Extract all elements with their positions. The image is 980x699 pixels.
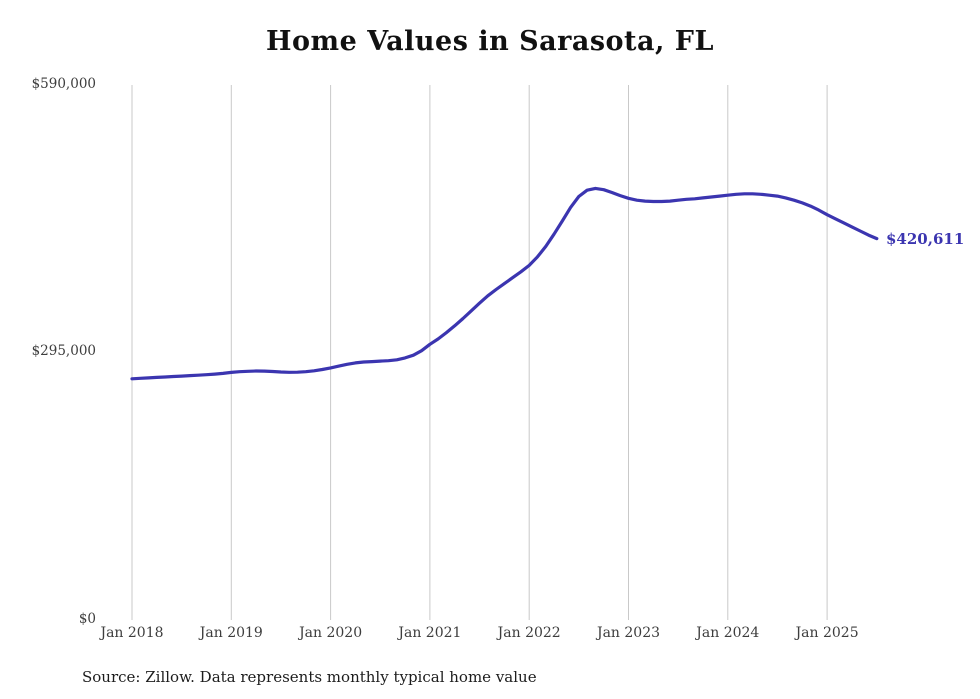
x-axis-label: Jan 2023 <box>596 625 661 641</box>
value-line <box>130 186 879 381</box>
x-axis-label: Jan 2024 <box>696 625 760 641</box>
x-axis-label: Jan 2021 <box>398 625 462 641</box>
x-axis-label: Jan 2025 <box>795 625 859 641</box>
x-axis-label: Jan 2020 <box>299 625 363 641</box>
x-axis-label: Jan 2022 <box>497 625 561 641</box>
x-axis-label: Jan 2018 <box>100 625 164 641</box>
y-axis-label-middle: $295,000 <box>31 343 96 359</box>
source-note: Source: Zillow. Data represents monthly … <box>82 668 537 686</box>
chart-title: Home Values in Sarasota, FL <box>266 26 714 57</box>
latest-value-annotation: $420,611 <box>886 229 965 248</box>
y-axis-label-top: $590,000 <box>31 76 96 92</box>
x-axis-label: Jan 2019 <box>199 625 263 641</box>
y-axis-label-bottom: $0 <box>78 611 96 627</box>
